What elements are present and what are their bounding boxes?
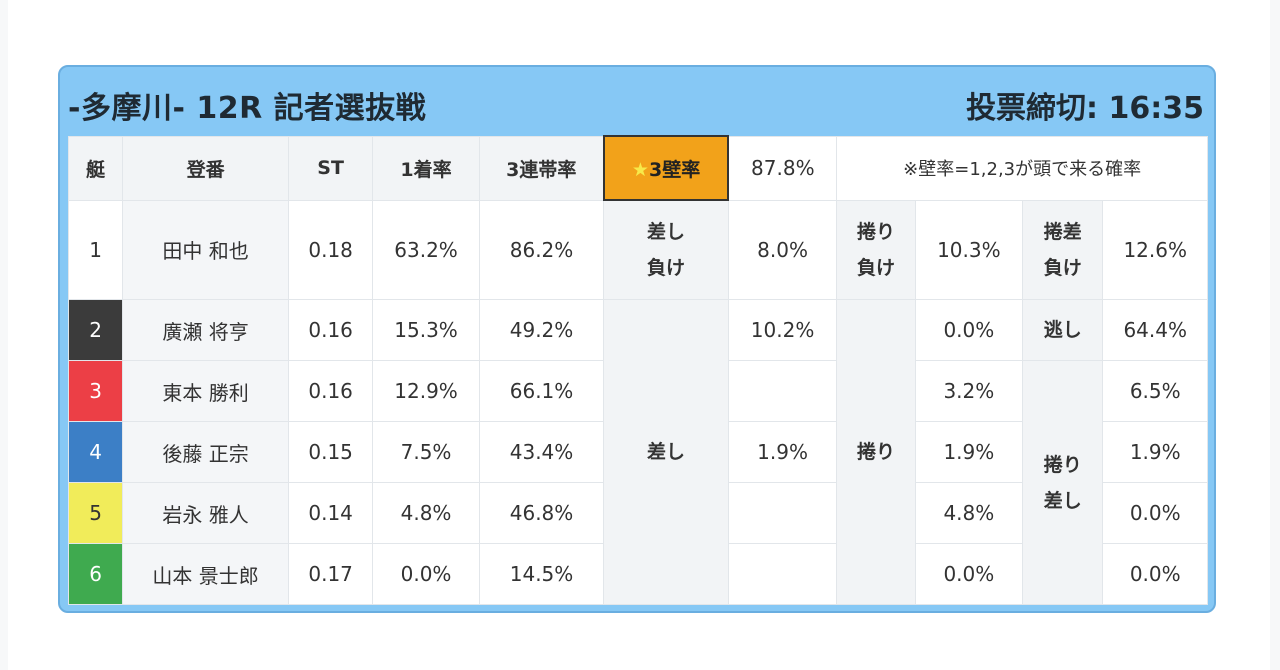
- makuri-value: 3.2%: [914, 360, 1024, 422]
- racer-name: 後藤 正宗: [122, 421, 289, 483]
- first-rate: 4.8%: [372, 482, 480, 544]
- col-registration: 登番: [122, 135, 289, 201]
- makurisashi-make-label: 捲差 負け: [1022, 199, 1104, 300]
- makurisashi-value: 0.0%: [1102, 482, 1208, 544]
- nige-label: 逃し: [1022, 299, 1104, 361]
- trifecta-rate: 66.1%: [478, 360, 605, 422]
- table-row: 6 山本 景士郎 0.17 0.0% 14.5% 0.0% 0.0%: [67, 543, 1208, 605]
- first-rate: 0.0%: [372, 543, 480, 605]
- col-st: ST: [287, 135, 374, 201]
- sashi-label: 差し: [603, 299, 729, 605]
- makuri-make-label: 捲り 負け: [836, 199, 916, 300]
- start-timing: 0.14: [287, 482, 374, 544]
- makurisashi-value: 0.0%: [1102, 543, 1208, 605]
- lane-number: 5: [67, 482, 124, 544]
- col-first-rate: 1着率: [372, 135, 480, 201]
- nige-value: 64.4%: [1102, 299, 1208, 361]
- table-row: 4 後藤 正宗 0.15 7.5% 43.4% 1.9% 1.9% 1.9%: [67, 421, 1208, 483]
- makuri-value: 0.0%: [914, 543, 1024, 605]
- start-timing: 0.15: [287, 421, 374, 483]
- start-timing: 0.16: [287, 299, 374, 361]
- race-title: -多摩川- 12R 記者選抜戦: [68, 91, 427, 126]
- lane-number: 4: [67, 421, 124, 483]
- race-stats-table: 艇 登番 ST 1着率 3連帯率 ★3壁率 87.8% ※壁率=1,2,3が頭で…: [67, 135, 1208, 605]
- wall-rate-badge: ★3壁率: [602, 135, 730, 201]
- table-row: 2 廣瀬 将亨 0.16 15.3% 49.2% 差し 10.2% 捲り 0.0…: [67, 299, 1208, 605]
- star-icon: ★: [631, 158, 649, 181]
- lane-number: 1: [67, 199, 124, 300]
- makuri-value: 1.9%: [914, 421, 1024, 483]
- makurisashi-label: 捲り 差し: [1022, 360, 1104, 605]
- trifecta-rate: 86.2%: [478, 199, 605, 300]
- table-row: 3 東本 勝利 0.16 12.9% 66.1% 3.2% 捲り 差し 6.5%: [67, 360, 1208, 605]
- trifecta-rate: 46.8%: [478, 482, 605, 544]
- trifecta-rate: 14.5%: [478, 543, 605, 605]
- sashi-value-empty: [727, 543, 838, 605]
- start-timing: 0.18: [287, 199, 374, 300]
- table-row: 1 田中 和也 0.18 63.2% 86.2% 差し 負け 8.0% 捲り 負け …: [67, 199, 1208, 300]
- start-timing: 0.16: [287, 360, 374, 422]
- lane-number: 2: [67, 299, 124, 361]
- first-rate: 12.9%: [372, 360, 480, 422]
- racer-name: 東本 勝利: [122, 360, 289, 422]
- wall-rate-note: ※壁率=1,2,3が頭で来る確率: [836, 135, 1208, 201]
- makurisashi-value: 1.9%: [1102, 421, 1208, 483]
- wall-rate-label: 3壁率: [648, 158, 701, 181]
- header-row: 艇 登番 ST 1着率 3連帯率 ★3壁率 87.8% ※壁率=1,2,3が頭で…: [67, 135, 1208, 201]
- makurisashi-make-value: 12.6%: [1102, 199, 1208, 300]
- racer-name: 岩永 雅人: [122, 482, 289, 544]
- makuri-value: 0.0%: [914, 299, 1024, 361]
- first-rate: 7.5%: [372, 421, 480, 483]
- sashi-value: 10.2%: [727, 299, 838, 361]
- sashi-make-value: 8.0%: [727, 199, 838, 300]
- start-timing: 0.17: [287, 543, 374, 605]
- makuri-value: 4.8%: [914, 482, 1024, 544]
- makuri-label: 捲り: [836, 299, 916, 605]
- lane-number: 6: [67, 543, 124, 605]
- racer-name: 田中 和也: [122, 199, 289, 300]
- sashi-value: 1.9%: [727, 421, 838, 483]
- col-boat: 艇: [67, 135, 124, 201]
- first-rate: 15.3%: [372, 299, 480, 361]
- col-trifecta-rate: 3連帯率: [478, 135, 605, 201]
- sashi-value-empty: [727, 360, 838, 422]
- makurisashi-value: 6.5%: [1102, 360, 1208, 422]
- race-card: -多摩川- 12R 記者選抜戦 投票締切: 16:35 艇 登番 ST 1着率 …: [58, 65, 1216, 613]
- table-row: 5 岩永 雅人 0.14 4.8% 46.8% 4.8% 0.0%: [67, 482, 1208, 544]
- racer-name: 廣瀬 将亨: [122, 299, 289, 361]
- sashi-value-empty: [727, 482, 838, 544]
- racer-name: 山本 景士郎: [122, 543, 289, 605]
- trifecta-rate: 49.2%: [478, 299, 605, 361]
- first-rate: 63.2%: [372, 199, 480, 300]
- wall-rate-value: 87.8%: [727, 135, 838, 201]
- lane-number: 3: [67, 360, 124, 422]
- voting-deadline: 投票締切: 16:35: [966, 91, 1204, 126]
- sashi-make-label: 差し 負け: [603, 199, 729, 300]
- trifecta-rate: 43.4%: [478, 421, 605, 483]
- makuri-make-value: 10.3%: [914, 199, 1024, 300]
